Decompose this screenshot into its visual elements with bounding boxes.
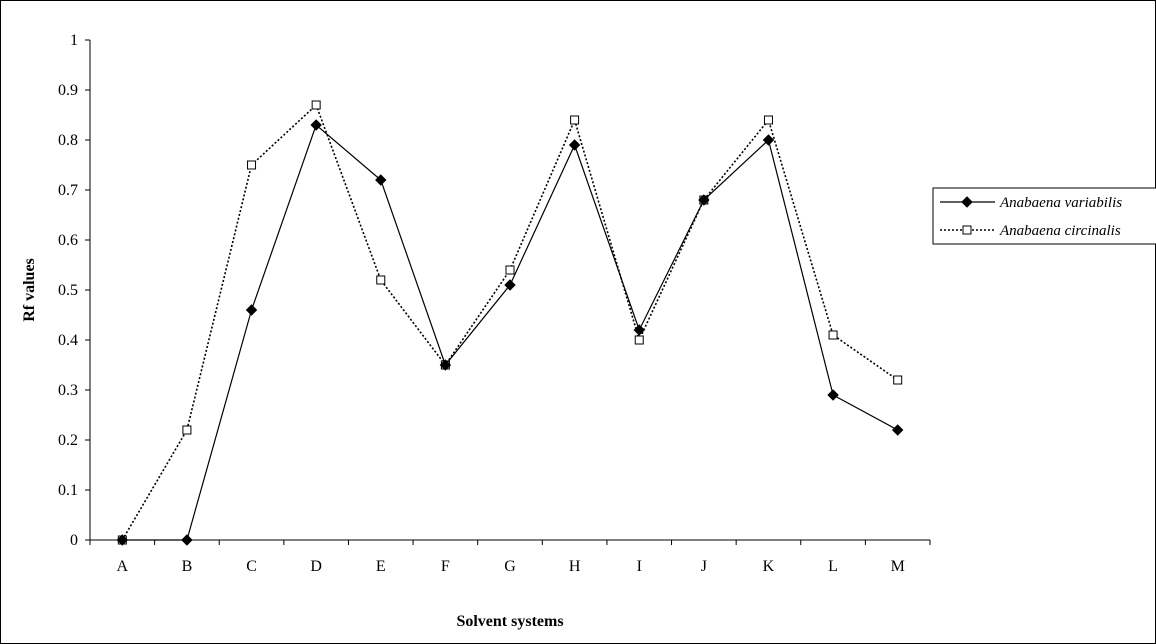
series-0 xyxy=(116,119,904,546)
data-point xyxy=(763,115,773,125)
data-point xyxy=(893,375,903,385)
y-tick-label: 0.1 xyxy=(58,482,78,499)
x-tick-label: E xyxy=(376,558,386,575)
data-point xyxy=(311,100,321,110)
data-point xyxy=(505,265,515,275)
legend-marker xyxy=(962,225,972,235)
legend-entry: Anabaena variabilis xyxy=(940,195,1122,211)
y-tick-label: 0.8 xyxy=(58,132,78,149)
data-point xyxy=(182,425,192,435)
data-point xyxy=(633,324,645,336)
y-tick-label: 0.7 xyxy=(58,182,78,199)
y-tick-label: 0.5 xyxy=(58,282,78,299)
data-point xyxy=(762,134,775,146)
legend-marker xyxy=(961,196,973,208)
series-1 xyxy=(117,100,903,545)
data-point xyxy=(181,534,193,546)
legend: Anabaena variabilis Anabaena circinalis xyxy=(932,187,1156,245)
x-tick-label: B xyxy=(182,558,193,575)
data-point xyxy=(375,174,387,186)
data-point xyxy=(634,335,644,345)
x-tick-label: H xyxy=(569,558,581,575)
data-point xyxy=(828,330,838,340)
data-point xyxy=(568,139,581,151)
x-tick-label: D xyxy=(310,558,322,575)
x-tick-label: C xyxy=(246,558,257,575)
data-point xyxy=(376,275,386,285)
data-point xyxy=(504,279,516,291)
x-tick-label: L xyxy=(828,558,838,575)
x-tick-label: F xyxy=(441,558,450,575)
plot-area: 0 0.1 0.2 0.3 0.4 0.5 0.6 0.7 0.8 0.9 1 A B C D E F G H I J… xyxy=(58,32,931,575)
legend-items: Anabaena variabilis Anabaena circinalis xyxy=(940,195,1122,239)
y-tick-label: 0 xyxy=(70,532,78,549)
legend-box xyxy=(932,187,1156,245)
x-tick-label: M xyxy=(891,558,905,575)
data-point xyxy=(891,424,904,436)
series-layer xyxy=(116,100,904,546)
y-axis-title: Rf values xyxy=(21,258,38,322)
y-tick-label: 0.4 xyxy=(58,332,78,349)
data-point xyxy=(247,160,257,170)
x-axis-title: Solvent systems xyxy=(456,613,563,630)
y-tick-label: 0.6 xyxy=(58,232,78,249)
data-point xyxy=(698,194,710,206)
y-tick-label: 0.3 xyxy=(58,382,78,399)
x-tick-label: K xyxy=(763,558,775,575)
data-point xyxy=(570,115,580,125)
y-tick-label: 0.9 xyxy=(58,82,78,99)
x-axis-ticks: A B C D E F G H I J K L M xyxy=(89,540,931,575)
data-point xyxy=(245,304,258,316)
y-tick-label: 1 xyxy=(70,32,78,49)
data-point xyxy=(310,119,322,131)
data-point xyxy=(116,534,129,546)
x-tick-label: J xyxy=(701,558,707,575)
x-tick-label: A xyxy=(117,558,129,575)
x-tick-label: G xyxy=(504,558,516,575)
y-tick-label: 0.2 xyxy=(58,432,78,449)
data-point xyxy=(439,359,452,371)
x-tick-label: I xyxy=(637,558,642,575)
legend-label: Anabaena variabilis xyxy=(999,195,1122,211)
legend-entry: Anabaena circinalis xyxy=(940,223,1121,239)
legend-label: Anabaena circinalis xyxy=(999,223,1121,239)
data-point xyxy=(827,389,839,401)
y-axis-ticks: 0 0.1 0.2 0.3 0.4 0.5 0.6 0.7 0.8 0.9 1 xyxy=(58,32,90,549)
